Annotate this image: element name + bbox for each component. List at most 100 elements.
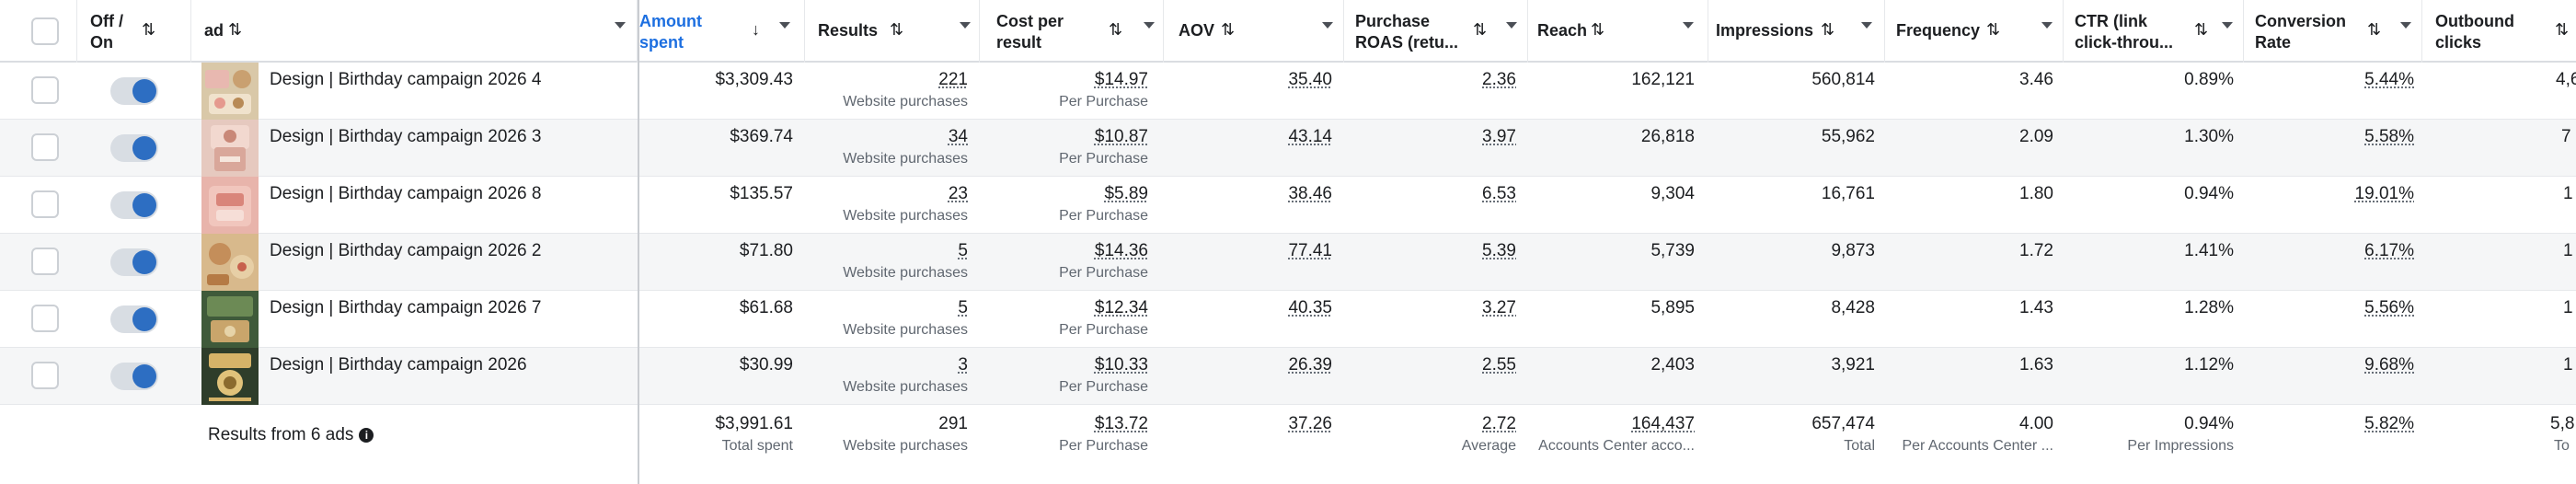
frequency-value: 3.46: [2019, 70, 2053, 89]
ad-thumbnail[interactable]: [201, 177, 259, 234]
caret-down-icon[interactable]: [779, 22, 790, 29]
table-row[interactable]: Design | Birthday campaign 2026 $30.99 3…: [0, 348, 2576, 405]
ad-toggle[interactable]: [110, 248, 158, 276]
sort-arrows-icon[interactable]: ⇅: [1821, 20, 1835, 39]
header-cost-per-result[interactable]: Cost per result ⇅: [980, 0, 1164, 63]
header-ad[interactable]: ad ⇅: [191, 0, 638, 63]
results-value: 5: [958, 298, 968, 317]
row-checkbox[interactable]: [31, 305, 59, 332]
caret-down-icon[interactable]: [1144, 22, 1155, 29]
header-frequency[interactable]: Frequency ⇅: [1885, 0, 2064, 63]
table-row[interactable]: Design | Birthday campaign 2026 8 $135.5…: [0, 177, 2576, 234]
aov-value: 40.35: [1288, 298, 1332, 317]
sort-arrows-icon[interactable]: ⇅: [1591, 20, 1605, 39]
header-outbound-clicks[interactable]: Outbound clicks ⇅: [2422, 0, 2576, 63]
results-sub: Website purchases: [843, 265, 968, 281]
ad-name[interactable]: Design | Birthday campaign 2026 2: [270, 241, 542, 260]
caret-down-icon[interactable]: [960, 22, 971, 29]
total-aov: 37.26: [1288, 414, 1332, 433]
conversion-rate-value: 5.56%: [2364, 298, 2414, 317]
table-row[interactable]: Design | Birthday campaign 2026 2 $71.80…: [0, 234, 2576, 291]
toggle-knob: [132, 193, 156, 217]
ad-toggle[interactable]: [110, 191, 158, 219]
roas-value: 3.97: [1482, 127, 1516, 146]
ad-toggle[interactable]: [110, 77, 158, 105]
sort-arrows-icon[interactable]: ⇅: [2555, 20, 2570, 39]
outbound-clicks-value: 1: [2563, 241, 2573, 260]
header-reach-label: Reach: [1537, 21, 1588, 40]
ad-thumbnail[interactable]: [201, 63, 259, 120]
conversion-rate-value: 5.58%: [2364, 127, 2414, 146]
caret-down-icon[interactable]: [2222, 22, 2233, 29]
ad-toggle[interactable]: [110, 363, 158, 390]
sort-arrows-icon[interactable]: ⇅: [890, 20, 904, 39]
frequency-value: 1.80: [2019, 184, 2053, 203]
info-icon[interactable]: i: [359, 428, 374, 443]
ctr-value: 1.28%: [2184, 298, 2234, 317]
header-reach[interactable]: Reach ⇅: [1528, 0, 1708, 63]
caret-down-icon[interactable]: [615, 22, 626, 29]
ad-toggle[interactable]: [110, 305, 158, 333]
caret-down-icon[interactable]: [2400, 22, 2411, 29]
row-checkbox[interactable]: [31, 76, 59, 104]
caret-down-icon[interactable]: [2041, 22, 2053, 29]
header-conversion-rate[interactable]: Conversion Rate ⇅: [2244, 0, 2422, 63]
total-impressions-sub: Total: [1844, 438, 1875, 454]
amount-spent: $369.74: [730, 127, 793, 146]
reach-value: 9,304: [1650, 184, 1695, 203]
ad-toggle[interactable]: [110, 134, 158, 162]
caret-down-icon[interactable]: [1506, 22, 1517, 29]
ad-thumbnail[interactable]: [201, 291, 259, 348]
row-checkbox[interactable]: [31, 190, 59, 218]
cost-per-result: $10.87: [1094, 127, 1148, 146]
total-amount-spent: $3,991.61: [715, 414, 793, 433]
total-roas-sub: Average: [1461, 438, 1516, 454]
ad-thumbnail[interactable]: [201, 234, 259, 291]
caret-down-icon[interactable]: [1683, 22, 1694, 29]
roas-value: 2.36: [1482, 70, 1516, 89]
row-checkbox[interactable]: [31, 362, 59, 389]
arrow-down-icon[interactable]: ↓: [752, 20, 760, 39]
toggle-knob: [132, 250, 156, 274]
ad-name[interactable]: Design | Birthday campaign 2026 4: [270, 70, 542, 89]
sort-arrows-icon[interactable]: ⇅: [1986, 20, 2001, 39]
results-sub: Website purchases: [843, 322, 968, 338]
header-off-on[interactable]: Off / On ⇅: [77, 0, 191, 63]
header-impressions[interactable]: Impressions ⇅: [1708, 0, 1885, 63]
frequency-value: 1.72: [2019, 241, 2053, 260]
sort-arrows-icon[interactable]: ⇅: [228, 20, 243, 39]
header-ctr[interactable]: CTR (link click-throu... ⇅: [2064, 0, 2244, 63]
total-roas: 2.72: [1482, 414, 1516, 433]
header-results[interactable]: Results ⇅: [805, 0, 980, 63]
roas-value: 6.53: [1482, 184, 1516, 203]
sort-arrows-icon[interactable]: ⇅: [1109, 20, 1123, 39]
header-conversion-rate-label: Conversion Rate: [2255, 12, 2347, 52]
row-checkbox[interactable]: [31, 133, 59, 161]
header-amount-spent[interactable]: Amount spent ↓: [639, 0, 805, 63]
sort-arrows-icon[interactable]: ⇅: [1221, 20, 1236, 39]
ad-name[interactable]: Design | Birthday campaign 2026 8: [270, 184, 542, 203]
sort-arrows-icon[interactable]: ⇅: [142, 20, 156, 39]
ad-name[interactable]: Design | Birthday campaign 2026 3: [270, 127, 542, 146]
ad-name[interactable]: Design | Birthday campaign 2026 7: [270, 298, 542, 317]
conversion-rate-value: 5.44%: [2364, 70, 2414, 89]
header-aov[interactable]: AOV ⇅: [1164, 0, 1344, 63]
sort-arrows-icon[interactable]: ⇅: [2367, 20, 2382, 39]
caret-down-icon[interactable]: [1322, 22, 1333, 29]
caret-down-icon[interactable]: [1861, 22, 1872, 29]
table-row[interactable]: Design | Birthday campaign 2026 7 $61.68…: [0, 291, 2576, 348]
row-checkbox[interactable]: [31, 248, 59, 275]
cost-per-result: $14.36: [1094, 241, 1148, 260]
ad-name[interactable]: Design | Birthday campaign 2026: [270, 355, 527, 375]
ad-thumbnail[interactable]: [201, 120, 259, 177]
select-all-checkbox[interactable]: [31, 17, 59, 45]
cost-sub: Per Purchase: [1059, 94, 1148, 109]
header-ctr-label: CTR (link click-throu...: [2075, 12, 2174, 52]
sort-arrows-icon[interactable]: ⇅: [2194, 20, 2209, 39]
header-purchase-roas[interactable]: Purchase ROAS (retu... ⇅: [1344, 0, 1528, 63]
sort-arrows-icon[interactable]: ⇅: [1473, 20, 1488, 39]
reach-value: 162,121: [1631, 70, 1695, 89]
table-row[interactable]: Design | Birthday campaign 2026 4 $3,309…: [0, 63, 2576, 120]
ad-thumbnail[interactable]: [201, 348, 259, 405]
table-row[interactable]: Design | Birthday campaign 2026 3 $369.7…: [0, 120, 2576, 177]
